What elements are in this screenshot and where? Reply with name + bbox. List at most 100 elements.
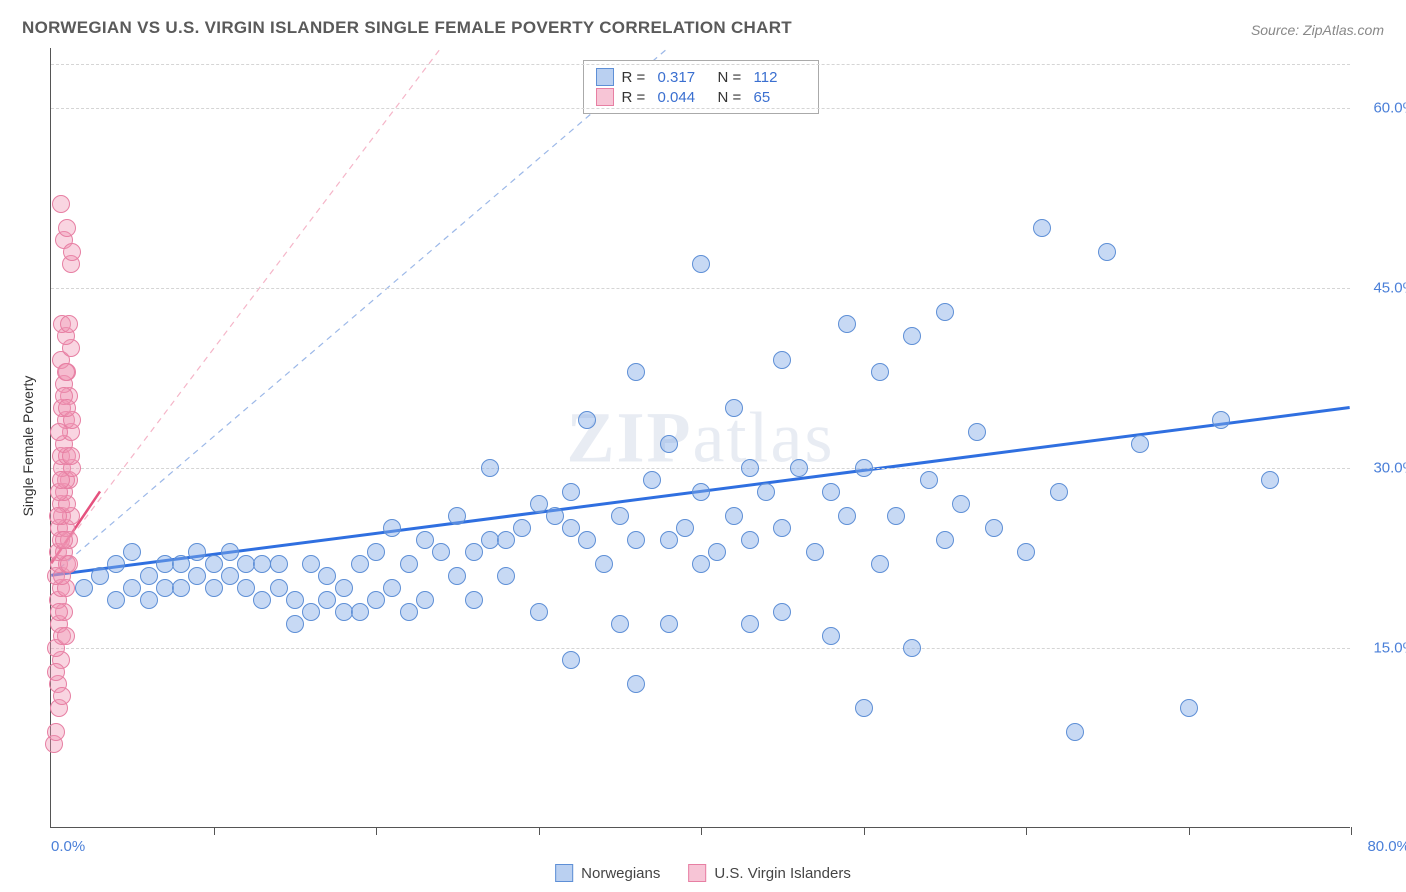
legend-r-label: R = [622, 69, 650, 86]
legend-r-value: 0.044 [658, 89, 710, 106]
data-point [513, 519, 531, 537]
data-point [91, 567, 109, 585]
data-point [708, 543, 726, 561]
legend-item: U.S. Virgin Islanders [688, 864, 850, 882]
data-point [936, 303, 954, 321]
data-point [741, 459, 759, 477]
data-point [562, 519, 580, 537]
data-point [627, 363, 645, 381]
data-point [416, 591, 434, 609]
legend-r-value: 0.317 [658, 69, 710, 86]
data-point [936, 531, 954, 549]
data-point [530, 603, 548, 621]
data-point [448, 567, 466, 585]
data-point [367, 591, 385, 609]
data-point [400, 555, 418, 573]
data-point [643, 471, 661, 489]
data-point [47, 723, 65, 741]
data-point [562, 651, 580, 669]
data-point [497, 531, 515, 549]
data-point [50, 603, 68, 621]
legend-n-value: 112 [754, 69, 806, 86]
data-point [790, 459, 808, 477]
data-point [741, 531, 759, 549]
data-point [627, 675, 645, 693]
data-point [383, 579, 401, 597]
data-point [205, 555, 223, 573]
x-tick [214, 827, 215, 835]
gridline-h [51, 468, 1350, 469]
data-point [676, 519, 694, 537]
data-point [367, 543, 385, 561]
data-point [188, 543, 206, 561]
data-point [62, 447, 80, 465]
data-point [465, 591, 483, 609]
data-point [107, 591, 125, 609]
x-tick [376, 827, 377, 835]
data-point [302, 603, 320, 621]
series-legend: Norwegians U.S. Virgin Islanders [555, 864, 851, 882]
data-point [692, 483, 710, 501]
data-point [920, 471, 938, 489]
data-point [773, 603, 791, 621]
data-point [383, 519, 401, 537]
data-point [253, 591, 271, 609]
data-point [75, 579, 93, 597]
data-point [887, 507, 905, 525]
data-point [270, 579, 288, 597]
legend-swatch [555, 864, 573, 882]
data-point [822, 483, 840, 501]
data-point [806, 543, 824, 561]
data-point [741, 615, 759, 633]
data-point [53, 687, 71, 705]
data-point [595, 555, 613, 573]
legend-swatch [596, 68, 614, 86]
legend-n-label: N = [718, 69, 746, 86]
data-point [140, 591, 158, 609]
data-point [172, 555, 190, 573]
data-point [1033, 219, 1051, 237]
data-point [773, 519, 791, 537]
legend-n-label: N = [718, 89, 746, 106]
data-point [660, 615, 678, 633]
data-point [205, 579, 223, 597]
x-tick [1351, 827, 1352, 835]
legend-item: Norwegians [555, 864, 660, 882]
data-point [351, 603, 369, 621]
data-point [985, 519, 1003, 537]
data-point [448, 507, 466, 525]
data-point [60, 555, 78, 573]
data-point [49, 507, 67, 525]
data-point [221, 567, 239, 585]
gridline-h [51, 64, 1350, 65]
data-point [58, 219, 76, 237]
data-point [351, 555, 369, 573]
data-point [1131, 435, 1149, 453]
data-point [237, 579, 255, 597]
data-point [302, 555, 320, 573]
data-point [838, 315, 856, 333]
legend-n-value: 65 [754, 89, 806, 106]
data-point [52, 471, 70, 489]
data-point [725, 507, 743, 525]
data-point [627, 531, 645, 549]
x-axis-min-label: 0.0% [51, 838, 85, 855]
data-point [318, 567, 336, 585]
data-point [286, 615, 304, 633]
data-point [1212, 411, 1230, 429]
y-tick-label: 15.0% [1356, 640, 1406, 657]
data-point [188, 567, 206, 585]
data-point [400, 603, 418, 621]
data-point [55, 531, 73, 549]
correlation-legend: R = 0.317 N = 112 R = 0.044 N = 65 [583, 60, 819, 114]
data-point [140, 567, 158, 585]
gridline-h [51, 288, 1350, 289]
data-point [432, 543, 450, 561]
data-point [1050, 483, 1068, 501]
data-point [855, 459, 873, 477]
data-point [838, 507, 856, 525]
data-point [481, 459, 499, 477]
data-point [1098, 243, 1116, 261]
data-point [318, 591, 336, 609]
y-tick-label: 60.0% [1356, 100, 1406, 117]
